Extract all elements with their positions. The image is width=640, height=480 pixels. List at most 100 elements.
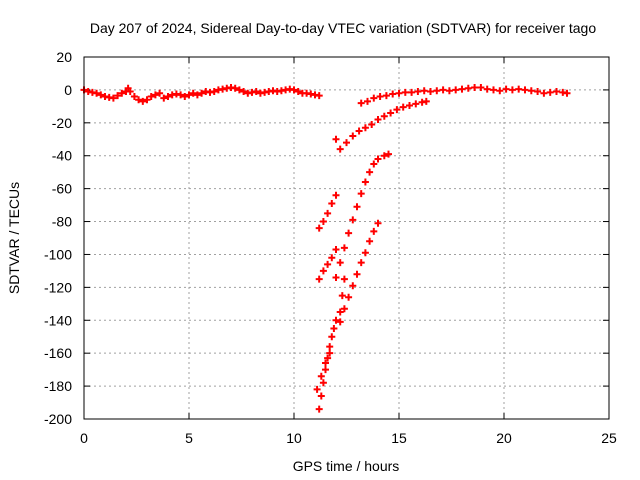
- data-point: [521, 86, 529, 94]
- data-point: [322, 359, 329, 367]
- y-tick-label: -160: [44, 345, 72, 361]
- data-point: [361, 249, 369, 257]
- y-tick-label: -140: [44, 312, 72, 328]
- data-point: [464, 84, 472, 92]
- data-point: [353, 203, 361, 211]
- y-tick-label: 0: [64, 82, 72, 98]
- data-point: [412, 100, 420, 108]
- data-point: [389, 90, 397, 98]
- data-point: [349, 216, 357, 224]
- data-point: [93, 89, 101, 97]
- data-point: [109, 94, 117, 102]
- data-point: [315, 92, 323, 100]
- data-point: [458, 85, 466, 93]
- data-point: [370, 160, 378, 168]
- x-tick-label: 0: [80, 430, 88, 446]
- y-tick-label: -20: [52, 115, 72, 131]
- data-point: [349, 132, 357, 140]
- data-point: [143, 96, 151, 104]
- data-point: [502, 85, 510, 93]
- data-point: [332, 316, 340, 324]
- data-point: [345, 229, 353, 237]
- data-point: [414, 88, 422, 96]
- data-point: [366, 168, 374, 176]
- data-point: [315, 275, 323, 283]
- data-point: [336, 308, 344, 316]
- data-point: [361, 124, 369, 132]
- data-point: [313, 385, 321, 393]
- data-point: [322, 366, 329, 374]
- data-point: [118, 89, 126, 97]
- y-tick-label: -200: [44, 411, 72, 427]
- data-point: [420, 87, 428, 95]
- data-point: [164, 92, 172, 100]
- x-tick-label: 10: [286, 430, 302, 446]
- x-axis-label: GPS time / hours: [293, 458, 400, 474]
- data-point: [374, 219, 382, 227]
- data-point: [135, 96, 143, 104]
- data-point: [477, 83, 485, 91]
- data-point: [563, 89, 571, 97]
- y-tick-label: -100: [44, 246, 72, 262]
- data-point: [177, 91, 185, 99]
- data-point: [355, 127, 363, 135]
- data-point: [332, 273, 340, 281]
- data-point: [330, 325, 338, 332]
- data-point: [147, 92, 155, 100]
- data-point: [483, 85, 491, 93]
- data-point: [343, 139, 350, 147]
- y-tick-label: -60: [52, 181, 72, 197]
- data-point: [340, 275, 348, 283]
- data-point: [357, 259, 365, 267]
- data-point: [332, 135, 340, 143]
- y-tick-label: -120: [44, 279, 72, 295]
- data-point: [370, 227, 378, 235]
- data-points: [80, 83, 571, 413]
- data-point: [235, 86, 243, 94]
- axis-ticks: 0 5 10 15 20 25-200-180-160-140-120-100-80-60…: [44, 49, 617, 446]
- data-point: [445, 87, 453, 95]
- data-point: [345, 293, 353, 301]
- y-tick-label: -40: [52, 148, 72, 164]
- data-point: [366, 237, 374, 245]
- data-point: [340, 244, 348, 252]
- data-point: [364, 97, 371, 105]
- data-point: [319, 379, 327, 387]
- data-point: [151, 91, 159, 99]
- data-point: [408, 88, 416, 96]
- y-axis-label: SDTVAR / TECUs: [6, 182, 22, 294]
- data-point: [290, 86, 298, 94]
- data-point: [130, 92, 138, 100]
- data-point: [336, 145, 344, 153]
- data-point: [427, 88, 434, 96]
- data-point: [114, 92, 122, 100]
- data-point: [332, 246, 340, 254]
- data-point: [553, 88, 560, 96]
- data-point: [336, 259, 344, 267]
- data-point: [534, 88, 542, 96]
- data-point: [340, 305, 348, 313]
- chart-title: Day 207 of 2024, Sidereal Day-to-day VTE…: [90, 20, 597, 36]
- data-point: [315, 405, 323, 413]
- data-point: [508, 86, 516, 94]
- data-point: [374, 116, 382, 124]
- data-point: [361, 178, 369, 186]
- data-point: [374, 155, 382, 163]
- data-point: [294, 88, 302, 96]
- data-point: [370, 94, 378, 102]
- data-point: [406, 102, 413, 110]
- data-point: [126, 88, 134, 96]
- data-point: [324, 209, 332, 217]
- data-point: [471, 83, 479, 91]
- y-tick-label: 20: [56, 49, 72, 65]
- data-point: [332, 191, 340, 199]
- data-point: [181, 92, 189, 100]
- data-point: [185, 91, 193, 99]
- data-point: [252, 88, 260, 96]
- data-point: [376, 92, 384, 100]
- data-point: [353, 270, 361, 278]
- data-point: [490, 86, 497, 94]
- data-point: [231, 84, 239, 92]
- data-point: [315, 224, 323, 232]
- data-point: [496, 87, 504, 95]
